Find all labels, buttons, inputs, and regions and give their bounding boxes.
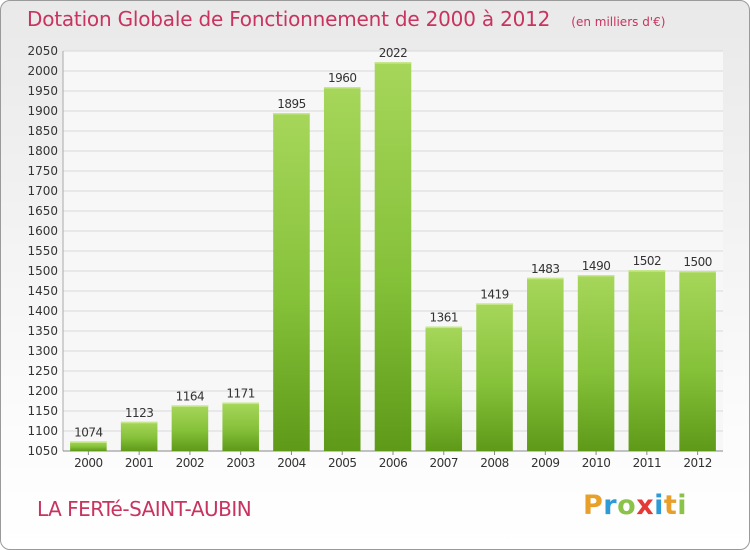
y-tick-label: 1400 <box>27 304 58 318</box>
bar-highlight <box>577 275 615 277</box>
bar <box>679 271 716 451</box>
x-tick-label: 2009 <box>531 456 560 470</box>
bar <box>70 441 107 451</box>
x-tick-label: 2004 <box>277 456 306 470</box>
bar <box>527 277 564 451</box>
y-tick-label: 1800 <box>27 144 58 158</box>
data-label: 1483 <box>531 262 560 276</box>
bar <box>323 87 361 451</box>
y-tick-label: 1750 <box>27 164 58 178</box>
x-tick-label: 2002 <box>176 456 205 470</box>
y-tick-label: 1300 <box>27 344 58 358</box>
data-label: 1171 <box>226 387 255 401</box>
y-tick-label: 1450 <box>27 284 58 298</box>
data-label: 1490 <box>582 259 611 273</box>
bar <box>171 405 209 451</box>
chart-subtitle: (en milliers d'€) <box>571 15 666 29</box>
data-label: 1500 <box>683 255 712 269</box>
y-tick-label: 2000 <box>27 64 58 78</box>
logo-letter: i <box>677 490 688 521</box>
logo-letter: x <box>636 490 655 521</box>
bar-highlight <box>222 402 259 405</box>
bar-highlight <box>70 441 107 443</box>
bar <box>476 303 513 451</box>
bar <box>425 326 463 451</box>
data-label: 1419 <box>480 287 509 301</box>
logo-letter: t <box>663 490 678 521</box>
y-tick-label: 1600 <box>27 224 58 238</box>
bar <box>120 421 158 451</box>
proxiti-logo: Proxiti <box>583 490 687 521</box>
bar <box>273 113 310 451</box>
logo-letter: o <box>617 490 637 521</box>
data-label: 1960 <box>328 71 357 85</box>
bar-highlight <box>273 113 310 115</box>
commune-name: LA FERTé-SAINT-AUBIN <box>37 497 252 521</box>
y-tick-label: 1950 <box>27 84 58 98</box>
bar <box>222 402 259 451</box>
data-label: 1895 <box>277 97 306 111</box>
y-tick-label: 1500 <box>27 264 58 278</box>
bar <box>628 270 666 451</box>
y-tick-label: 1550 <box>27 244 58 258</box>
y-tick-label: 1900 <box>27 104 58 118</box>
x-tick-label: 2010 <box>582 456 611 470</box>
chart-title: Dotation Globale de Fonctionnement de 20… <box>27 7 551 31</box>
x-tick-label: 2001 <box>125 456 154 470</box>
x-tick-label: 2011 <box>633 456 662 470</box>
data-label: 1164 <box>176 389 205 403</box>
data-label: 1502 <box>633 254 662 268</box>
y-tick-label: 1050 <box>27 444 58 458</box>
y-tick-label: 1700 <box>27 184 58 198</box>
bar-highlight <box>527 277 564 280</box>
data-label: 1361 <box>429 311 458 325</box>
data-label: 1123 <box>125 406 154 420</box>
bar-highlight <box>476 303 513 305</box>
x-tick-label: 2008 <box>480 456 509 470</box>
x-tick-label: 2006 <box>379 456 408 470</box>
logo-letter: i <box>654 490 664 521</box>
title-row: Dotation Globale de Fonctionnement de 20… <box>27 7 665 31</box>
data-label: 2022 <box>379 46 408 60</box>
data-label: 1074 <box>74 425 103 439</box>
y-tick-label: 1650 <box>27 204 58 218</box>
x-tick-label: 2000 <box>74 456 103 470</box>
y-tick-label: 1200 <box>27 384 58 398</box>
bar-highlight <box>425 326 463 329</box>
bar-highlight <box>120 421 158 424</box>
bar <box>577 275 615 451</box>
bar-highlight <box>679 271 716 273</box>
y-tick-label: 1350 <box>27 324 58 338</box>
bar-highlight <box>323 87 361 89</box>
bar-highlight <box>171 405 209 407</box>
y-tick-label: 1850 <box>27 124 58 138</box>
x-tick-label: 2012 <box>683 456 712 470</box>
y-tick-label: 1150 <box>27 404 58 418</box>
y-tick-label: 1100 <box>27 424 58 438</box>
x-tick-label: 2005 <box>328 456 357 470</box>
bar-highlight <box>374 62 412 64</box>
y-tick-label: 2050 <box>27 44 58 58</box>
y-tick-label: 1250 <box>27 364 58 378</box>
bar <box>374 62 412 451</box>
bar-highlight <box>628 270 666 272</box>
x-tick-label: 2003 <box>226 456 255 470</box>
logo-letter: P <box>583 490 604 521</box>
logo-letter: r <box>603 490 618 521</box>
x-tick-label: 2007 <box>429 456 458 470</box>
